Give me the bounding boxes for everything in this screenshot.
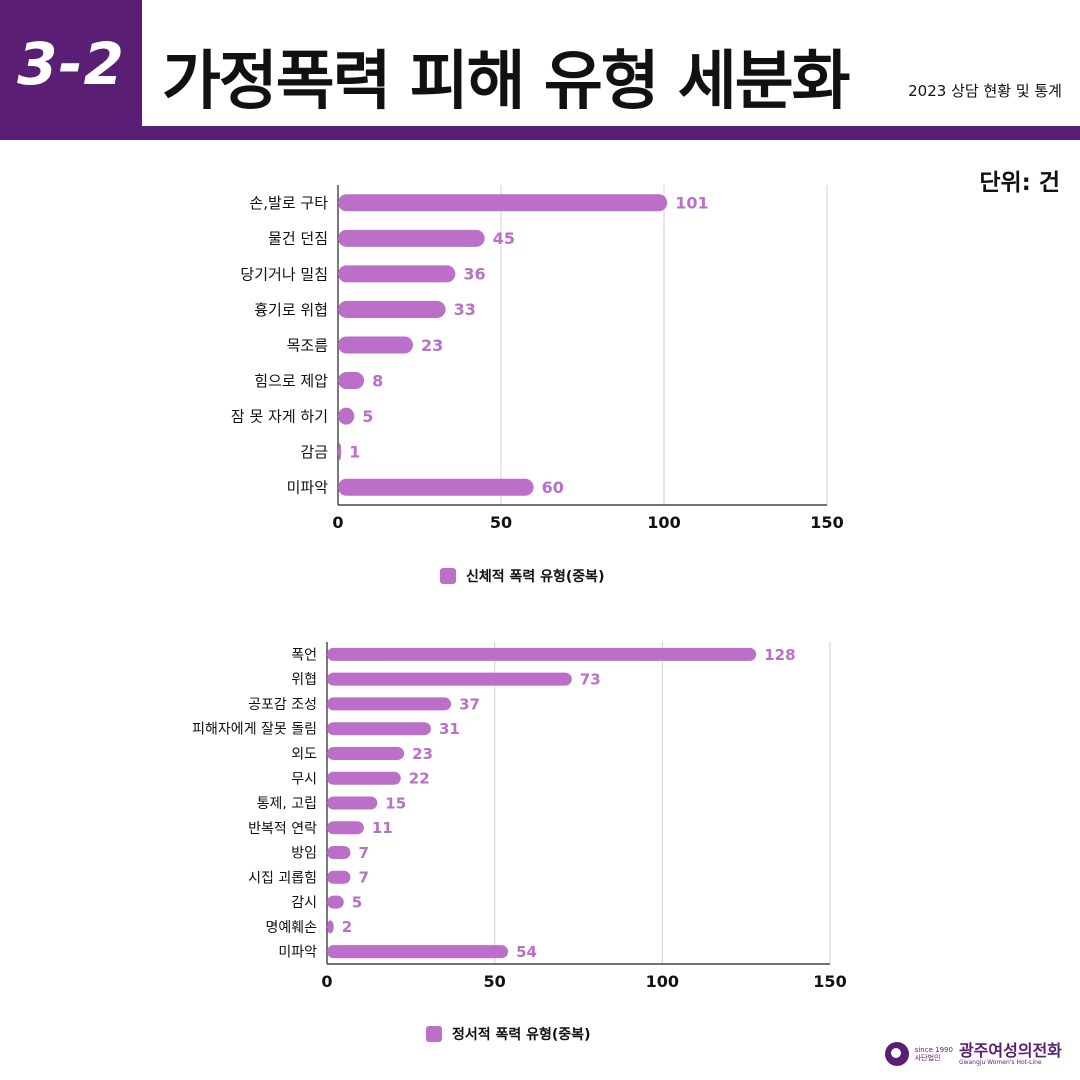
- data-label: 128: [764, 646, 795, 664]
- data-label: 33: [454, 300, 476, 319]
- category-label: 폭언: [291, 647, 317, 663]
- category-label: 외도: [291, 747, 317, 763]
- legend-swatch: [426, 1026, 442, 1042]
- bar: [327, 746, 405, 760]
- section-number: 3-2: [17, 30, 125, 98]
- x-tick-label: 0: [332, 513, 343, 532]
- category-label: 손,발로 구타: [249, 194, 328, 212]
- data-label: 60: [542, 478, 564, 497]
- bar: [338, 372, 365, 390]
- x-tick-label: 150: [810, 513, 843, 532]
- x-tick-label: 100: [647, 513, 680, 532]
- bar: [327, 697, 452, 711]
- emotional-violence-chart: 0 50 100 150 폭언 128 위협 73 공포감 조성 37 피해자에게 잘못 돌림 31 외…: [192, 642, 847, 991]
- section-badge: 3-2: [0, 0, 142, 140]
- category-label: 힘으로 제압: [254, 372, 328, 390]
- legend-physical: 신체적 폭력 유형(중복): [440, 566, 604, 586]
- data-label: 7: [358, 869, 368, 887]
- logo-icon: [884, 1042, 909, 1066]
- data-label: 101: [675, 194, 708, 213]
- x-tick-label: 150: [813, 972, 846, 991]
- legend-swatch: [440, 568, 456, 584]
- bar: [338, 265, 456, 283]
- physical-violence-chart: 0 50 100 150 손,발로 구타 101 물건 던짐 45 당기거나 밀침 36 흉기로 위…: [231, 185, 844, 532]
- bar: [338, 478, 534, 496]
- bar: [327, 672, 572, 686]
- bar: [327, 771, 401, 785]
- category-label: 위협: [291, 672, 317, 688]
- bar: [327, 870, 351, 884]
- legend-label: 신체적 폭력 유형(중복): [466, 569, 605, 585]
- category-label: 잠 못 자게 하기: [231, 408, 328, 426]
- page-title: 가정폭력 피해 유형 세분화: [162, 45, 851, 119]
- bar: [327, 920, 334, 934]
- category-label: 흉기로 위협: [254, 301, 328, 319]
- header-divider: [142, 126, 1080, 140]
- bar: [327, 895, 344, 909]
- logo-org-type: 사단법인: [914, 1054, 941, 1062]
- bar: [327, 945, 509, 959]
- bar: [327, 846, 351, 860]
- category-label: 피해자에게 잘못 돌림: [192, 722, 317, 738]
- data-label: 15: [385, 794, 406, 812]
- category-label: 통제, 고립: [257, 796, 317, 812]
- data-label: 8: [372, 371, 383, 390]
- category-label: 목조름: [287, 336, 329, 354]
- logo-org-en: Gwangju Women's Hot-Line: [958, 1059, 1042, 1066]
- bar: [327, 796, 378, 810]
- x-tick-label: 0: [321, 972, 332, 991]
- data-label: 36: [463, 265, 485, 284]
- category-label: 방임: [291, 846, 317, 862]
- bar: [327, 821, 364, 835]
- category-label: 감금: [300, 443, 328, 461]
- legend-emotional: 정서적 폭력 유형(중복): [426, 1024, 590, 1044]
- data-label: 37: [459, 695, 480, 713]
- page-subtitle: 2023 상담 현황 및 통계: [908, 82, 1062, 100]
- data-label: 2: [342, 918, 352, 936]
- category-label: 감시: [291, 895, 317, 911]
- data-label: 23: [421, 336, 443, 355]
- x-tick-label: 50: [490, 513, 512, 532]
- category-label: 공포감 조성: [248, 697, 317, 713]
- data-label: 31: [439, 720, 460, 738]
- bar: [338, 336, 413, 354]
- data-label: 23: [412, 745, 433, 763]
- category-label: 시집 괴롭힘: [248, 870, 317, 886]
- unit-label: 단위: 건: [979, 170, 1060, 196]
- data-label: 73: [580, 671, 601, 689]
- category-label: 당기거나 밀침: [240, 265, 328, 283]
- bar: [338, 407, 355, 425]
- data-label: 45: [493, 229, 515, 248]
- bar: [338, 194, 668, 212]
- x-tick-label: 50: [484, 972, 506, 991]
- data-label: 54: [516, 943, 537, 961]
- legend-label: 정서적 폭력 유형(중복): [452, 1027, 591, 1043]
- bar: [327, 647, 757, 661]
- category-label: 반복적 연락: [248, 821, 317, 837]
- x-tick-label: 100: [646, 972, 679, 991]
- category-label: 명예훼손: [265, 920, 317, 936]
- bar: [327, 722, 431, 736]
- bar: [338, 229, 485, 247]
- bar: [338, 300, 446, 318]
- data-label: 5: [352, 893, 362, 911]
- category-label: 물건 던짐: [268, 230, 328, 248]
- data-label: 5: [362, 407, 373, 426]
- category-label: 무시: [291, 771, 317, 787]
- category-label: 미파악: [287, 479, 329, 497]
- organization-logo: since 1990 사단법인 광주여성의전화 Gwangju Women's …: [884, 1041, 1062, 1066]
- data-label: 11: [372, 819, 393, 837]
- category-label: 미파악: [278, 945, 317, 961]
- bar: [338, 443, 342, 461]
- logo-since: since 1990: [914, 1046, 953, 1054]
- logo-org-name: 광주여성의전화: [958, 1041, 1062, 1060]
- data-label: 7: [358, 844, 368, 862]
- data-label: 1: [349, 442, 360, 461]
- data-label: 22: [409, 770, 430, 788]
